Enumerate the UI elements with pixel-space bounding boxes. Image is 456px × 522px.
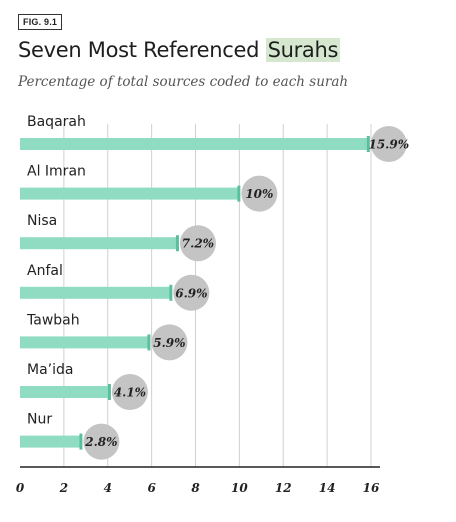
bar-end-marker <box>169 284 173 301</box>
category-label: Nur <box>27 412 52 428</box>
data-label: 10% <box>245 187 273 201</box>
x-tick-label: 8 <box>191 481 200 495</box>
category-label: Baqarah <box>27 114 86 130</box>
bar <box>20 138 369 150</box>
category-label: Anfal <box>27 263 63 279</box>
chart-title: Seven Most Referenced Surahs <box>18 38 341 62</box>
chart-subtitle: Percentage of total sources coded to eac… <box>18 74 349 90</box>
bar <box>20 286 172 299</box>
x-tick-label: 2 <box>59 481 68 495</box>
x-tick-label: 10 <box>231 481 248 495</box>
category-label: Ma’ida <box>27 362 73 378</box>
x-tick-label: 0 <box>16 481 25 495</box>
category-label: Al Imran <box>27 164 86 180</box>
title-main: Seven Most Referenced <box>18 38 266 62</box>
bar-end-marker <box>366 136 370 152</box>
x-tick-label: 6 <box>147 481 156 495</box>
bar-end-marker <box>107 384 111 400</box>
bar-end-marker <box>175 235 179 252</box>
bar-end-marker <box>79 433 83 450</box>
data-label-bubble <box>241 175 278 212</box>
data-label-bubble <box>179 225 216 262</box>
x-tick-label: 12 <box>275 481 292 495</box>
data-label-bubble <box>173 274 210 311</box>
x-tick-label: 4 <box>104 481 112 495</box>
data-label: 4.1% <box>114 386 146 400</box>
data-label-bubble <box>111 374 148 410</box>
bar <box>20 336 150 349</box>
category-label: Nisa <box>27 213 57 229</box>
x-tick-label: 14 <box>319 481 336 495</box>
data-label: 2.8% <box>84 435 117 449</box>
data-label-bubble <box>151 324 188 361</box>
bar <box>20 386 110 398</box>
bar-end-marker <box>147 334 151 351</box>
data-label-bubble <box>83 423 120 460</box>
bar <box>20 435 82 448</box>
data-label: 6.9% <box>175 286 207 300</box>
x-tick-label: 16 <box>363 481 380 495</box>
bar <box>20 187 240 200</box>
figure-label: FIG. 9.1 <box>18 14 63 30</box>
data-label-bubble <box>370 126 407 162</box>
data-label: 7.2% <box>182 237 214 251</box>
bar-end-marker <box>237 185 241 202</box>
title-highlight: Surahs <box>265 38 341 62</box>
bar <box>20 237 178 250</box>
data-label: 15.9% <box>368 138 409 152</box>
data-label: 5.9% <box>153 336 185 350</box>
category-label: Tawbah <box>26 312 80 328</box>
